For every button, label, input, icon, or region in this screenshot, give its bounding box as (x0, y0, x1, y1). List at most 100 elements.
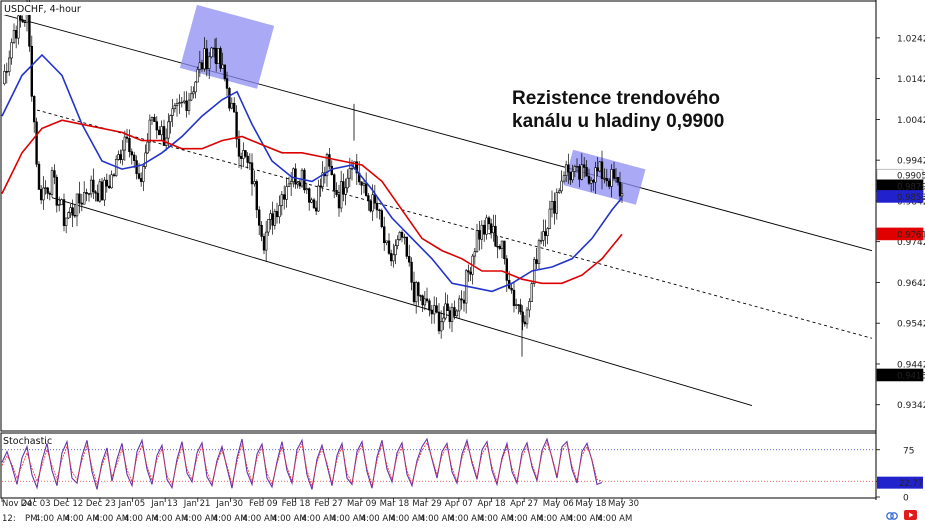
candle-body (5, 71, 9, 73)
candle-body (439, 321, 443, 332)
candle-body (494, 225, 497, 247)
time-tick-sublabel: 4:00 AM (509, 514, 544, 524)
candle-body (432, 305, 436, 315)
candle-body (46, 187, 49, 194)
candle-body (305, 188, 308, 191)
candle-body (478, 230, 481, 240)
time-tick-sublabel: 4:00 AM (361, 514, 396, 524)
time-tick-label: May 06 (543, 499, 574, 509)
candle-body (148, 119, 152, 143)
candle-body (605, 178, 609, 182)
time-tick-label: Apr 18 (477, 499, 505, 509)
candle-body (64, 217, 68, 226)
candle-body (498, 246, 502, 249)
candle-body (557, 190, 561, 193)
candle-body (160, 126, 163, 136)
candle-body (367, 195, 370, 202)
time-tick-sublabel: 4:00 AM (331, 514, 366, 524)
candle-body (278, 205, 281, 218)
candle-body (573, 166, 577, 172)
candle-body (539, 240, 543, 242)
candle-body (585, 167, 588, 177)
candle-body (100, 181, 104, 201)
candle-body (373, 194, 377, 204)
candle-body (592, 179, 595, 183)
candle-body (10, 42, 13, 59)
candle-body (23, 21, 27, 23)
candle-body (360, 181, 363, 186)
moving-averages (1, 53, 623, 293)
candle-body (237, 138, 241, 157)
time-tick-label: Feb 27 (314, 499, 343, 509)
candle-body (350, 168, 354, 170)
candle-body (578, 166, 581, 180)
candle-body (496, 245, 499, 248)
candle-body (125, 136, 129, 139)
candle-body (183, 100, 186, 103)
candle-body (525, 309, 529, 325)
candle-body (60, 199, 63, 206)
time-tick-label: Dec 23 (86, 499, 116, 509)
candle-body (89, 179, 93, 195)
candle-body (503, 240, 506, 260)
chart-link-icon[interactable] (886, 512, 898, 520)
candle-body (135, 160, 138, 174)
candle-body (130, 151, 133, 156)
candle-body (389, 253, 393, 262)
price-label-bid: 0.9879 (897, 182, 925, 192)
current-price-marker (880, 182, 886, 188)
candle-body (250, 162, 254, 185)
candle-body (175, 102, 179, 106)
stochastic-scale: 7525022.77 (876, 446, 923, 504)
candle-body (200, 62, 204, 70)
candle-body (421, 295, 424, 306)
candle-body (428, 300, 431, 311)
price-tick-label: 0.9942 (897, 157, 925, 167)
candle-body (335, 189, 338, 195)
candle-body (285, 186, 288, 200)
candle-body (19, 15, 22, 21)
time-tick-label: May 18 (575, 499, 606, 509)
candle-body (219, 48, 222, 69)
candle-body (482, 224, 486, 235)
candle-body (614, 177, 618, 179)
price-tick-label: 0.9742 (897, 238, 925, 248)
candle-body (332, 174, 336, 191)
candle-body (582, 164, 586, 168)
candle-body (57, 204, 61, 206)
candle-body (242, 150, 245, 159)
candle-body (382, 226, 386, 243)
time-tick-sublabel: 4:00 AM (153, 514, 188, 524)
candle-body (196, 69, 199, 83)
candle-body (108, 185, 111, 189)
candle-body (253, 181, 256, 185)
candle-body (616, 177, 620, 183)
candle-body (546, 228, 549, 236)
candle-body (392, 254, 395, 262)
candle-body (275, 211, 279, 218)
candle-body (44, 187, 47, 189)
candle-body (198, 62, 202, 70)
candle-body (500, 240, 504, 249)
stochastic-lines (1, 437, 875, 490)
video-icon[interactable] (904, 510, 917, 520)
candle-body (489, 223, 493, 234)
price-tick-label: 1.0242 (897, 34, 925, 44)
candle-body (42, 187, 45, 201)
candle-body (225, 78, 229, 89)
candle-body (14, 30, 18, 39)
channel-lower-line (51, 197, 753, 406)
candle-body (460, 298, 463, 301)
candle-body (571, 171, 574, 181)
stochastic-value-label: 22.77 (899, 479, 923, 489)
time-tick-sublabel: 4:00 AM (449, 514, 484, 524)
candle-body (75, 193, 79, 217)
time-tick-sublabel: 4:00 AM (94, 514, 129, 524)
candle-body (394, 245, 397, 256)
candle-body (78, 193, 81, 204)
candle-body (314, 207, 318, 212)
candle-body (380, 210, 383, 228)
candle-body (185, 100, 188, 111)
candle-body (3, 71, 6, 85)
